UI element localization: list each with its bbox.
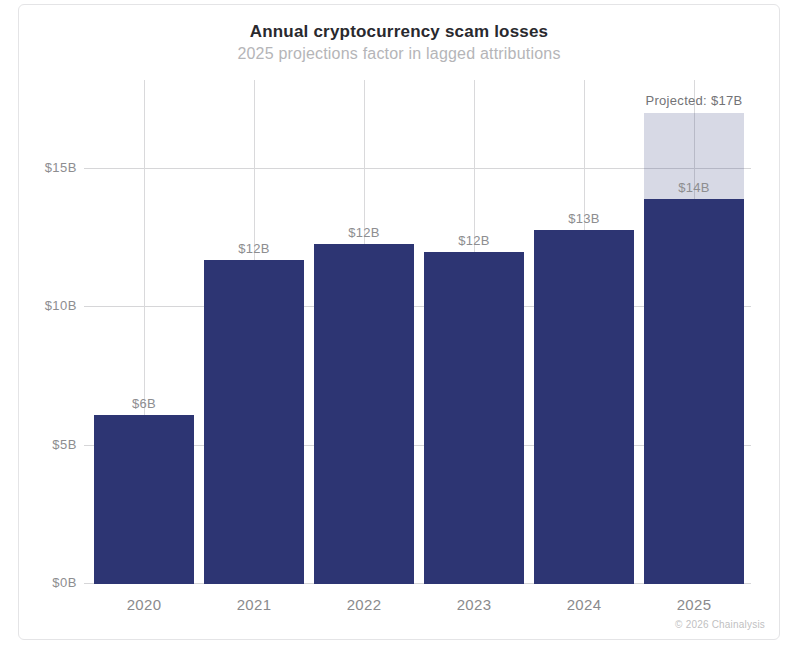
bar-2022 bbox=[314, 244, 414, 584]
x-axis-tick-label-2022: 2022 bbox=[304, 596, 424, 613]
y-axis-tick-label: $5B bbox=[27, 437, 77, 452]
bar-value-label-2021: $12B bbox=[204, 241, 304, 256]
footer-credit: © 2026 Chainalysis bbox=[675, 619, 765, 630]
x-axis-tick-label-2021: 2021 bbox=[194, 596, 314, 613]
y-axis-tick-label: $15B bbox=[27, 160, 77, 175]
bar-2023 bbox=[424, 252, 524, 584]
bar-2020 bbox=[94, 415, 194, 584]
x-axis-tick-label-2023: 2023 bbox=[414, 596, 534, 613]
chart-card: Annual cryptocurrency scam losses 2025 p… bbox=[18, 4, 780, 640]
projected-total-label: Projected: $17B bbox=[614, 93, 774, 108]
bar-2021 bbox=[204, 260, 304, 584]
bar-2025 bbox=[644, 199, 744, 584]
bar-value-label-2022: $12B bbox=[314, 225, 414, 240]
chart-title: Annual cryptocurrency scam losses bbox=[19, 22, 779, 42]
bar-chart-plot-area: $0B$5B$10B$15B$6B2020$12B2021$12B2022$12… bbox=[84, 83, 751, 584]
x-axis-tick-label-2024: 2024 bbox=[524, 596, 644, 613]
y-axis-tick-label: $10B bbox=[27, 298, 77, 313]
bar-value-label-2025: $14B bbox=[644, 180, 744, 195]
bar-2024 bbox=[534, 230, 634, 584]
y-axis-tick-label: $0B bbox=[27, 575, 77, 590]
bar-value-label-2023: $12B bbox=[424, 233, 524, 248]
chart-subtitle: 2025 projections factor in lagged attrib… bbox=[19, 45, 779, 63]
bar-value-label-2020: $6B bbox=[94, 396, 194, 411]
bar-value-label-2024: $13B bbox=[534, 211, 634, 226]
x-axis-tick-label-2025: 2025 bbox=[634, 596, 754, 613]
x-axis-tick-label-2020: 2020 bbox=[84, 596, 204, 613]
